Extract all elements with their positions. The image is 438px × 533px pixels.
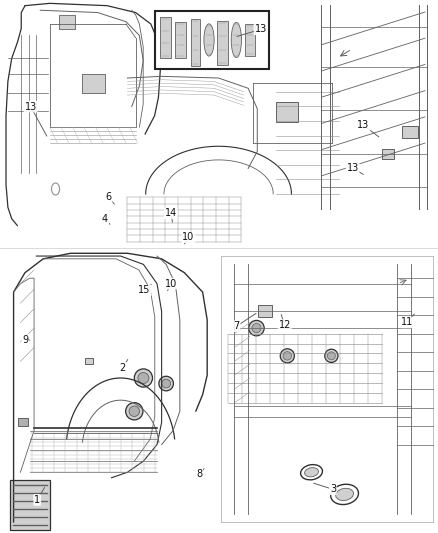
Ellipse shape: [231, 22, 241, 58]
Bar: [60, 15, 74, 29]
Bar: [82, 75, 105, 93]
Text: 9: 9: [22, 335, 28, 345]
Ellipse shape: [252, 324, 261, 333]
Bar: [217, 21, 228, 65]
Ellipse shape: [129, 406, 139, 416]
Text: 13: 13: [254, 25, 267, 34]
Text: 13: 13: [25, 102, 37, 111]
Ellipse shape: [134, 369, 152, 387]
Bar: [245, 24, 254, 56]
Text: 2: 2: [120, 363, 126, 373]
Ellipse shape: [336, 488, 353, 500]
Bar: [382, 149, 394, 159]
Ellipse shape: [162, 379, 170, 388]
Text: 4: 4: [102, 214, 108, 223]
Ellipse shape: [331, 484, 358, 505]
Bar: [175, 22, 186, 58]
Ellipse shape: [304, 467, 318, 477]
Ellipse shape: [280, 349, 294, 363]
Ellipse shape: [328, 352, 336, 360]
Ellipse shape: [249, 320, 264, 336]
Bar: [403, 126, 418, 138]
Ellipse shape: [300, 465, 322, 480]
Text: 11: 11: [401, 318, 413, 327]
Bar: [258, 305, 272, 318]
Text: 13: 13: [346, 163, 359, 173]
Text: 13: 13: [357, 120, 370, 130]
Ellipse shape: [138, 373, 149, 383]
Bar: [191, 19, 200, 66]
Ellipse shape: [126, 402, 143, 420]
Text: 7: 7: [233, 321, 240, 331]
Bar: [276, 102, 297, 123]
Text: 8: 8: [196, 470, 202, 479]
Text: 6: 6: [106, 192, 112, 202]
Text: 14: 14: [165, 208, 177, 218]
Ellipse shape: [325, 349, 338, 362]
Text: 10: 10: [165, 279, 177, 288]
Bar: [160, 17, 171, 58]
Bar: [155, 11, 269, 69]
Text: 12: 12: [279, 320, 291, 330]
Ellipse shape: [204, 24, 214, 56]
Text: 10: 10: [182, 232, 194, 242]
Text: 15: 15: [138, 286, 151, 295]
Text: 1: 1: [34, 495, 40, 505]
Text: 3: 3: [330, 484, 336, 494]
Ellipse shape: [159, 376, 173, 391]
Bar: [10, 480, 49, 530]
Bar: [85, 358, 93, 365]
Bar: [18, 418, 28, 426]
Ellipse shape: [283, 352, 292, 360]
